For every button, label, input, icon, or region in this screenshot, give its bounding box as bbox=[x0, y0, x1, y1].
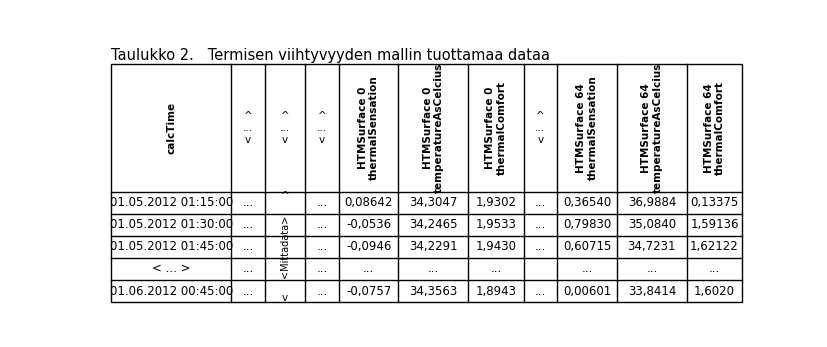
Text: ...: ... bbox=[316, 196, 327, 209]
Text: 0,00601: 0,00601 bbox=[562, 285, 610, 298]
Text: ...: ... bbox=[581, 262, 592, 276]
Text: ...: ... bbox=[242, 285, 253, 298]
Text: 0,60715: 0,60715 bbox=[562, 240, 610, 253]
Text: ...: ... bbox=[242, 218, 253, 231]
Text: ...: ... bbox=[708, 262, 719, 276]
Text: < ... >: < ... > bbox=[151, 262, 190, 276]
Text: 1,6020: 1,6020 bbox=[693, 285, 734, 298]
Text: 34,7231: 34,7231 bbox=[627, 240, 676, 253]
Text: HTMSurface 0
temperatureAsCelcius: HTMSurface 0 temperatureAsCelcius bbox=[422, 63, 443, 193]
Text: 1,59136: 1,59136 bbox=[690, 218, 738, 231]
Text: ...: ... bbox=[316, 262, 327, 276]
Text: -0,0946: -0,0946 bbox=[346, 240, 391, 253]
Text: 1,8943: 1,8943 bbox=[475, 285, 516, 298]
Text: ...: ... bbox=[242, 262, 253, 276]
Text: 01.05.2012 01:45:00: 01.05.2012 01:45:00 bbox=[109, 240, 232, 253]
Text: 0,13375: 0,13375 bbox=[690, 196, 738, 209]
Text: 0,36540: 0,36540 bbox=[562, 196, 610, 209]
Text: calcTime: calcTime bbox=[166, 102, 176, 154]
Text: 33,8414: 33,8414 bbox=[627, 285, 676, 298]
Text: 01.06.2012 00:45:00: 01.06.2012 00:45:00 bbox=[109, 285, 232, 298]
Text: ...: ... bbox=[534, 218, 545, 231]
Text: 35,0840: 35,0840 bbox=[627, 218, 675, 231]
Text: ...: ... bbox=[534, 196, 545, 209]
Text: Taulukko 2.   Termisen viihtyvyyden mallin tuottamaa dataa: Taulukko 2. Termisen viihtyvyyden mallin… bbox=[111, 48, 549, 63]
Text: 1,9533: 1,9533 bbox=[475, 218, 516, 231]
Text: 34,2291: 34,2291 bbox=[409, 240, 457, 253]
Text: -0,0757: -0,0757 bbox=[346, 285, 390, 298]
Text: HTMSurface 0
thermalSensation: HTMSurface 0 thermalSensation bbox=[357, 76, 379, 180]
Text: ...: ... bbox=[316, 285, 327, 298]
Text: ...: ... bbox=[242, 240, 253, 253]
Text: -0,0536: -0,0536 bbox=[346, 218, 390, 231]
Text: ...: ... bbox=[534, 285, 545, 298]
Text: <Mittadata>: <Mittadata> bbox=[280, 215, 289, 279]
Text: HTMSurface 64
thermalSensation: HTMSurface 64 thermalSensation bbox=[576, 76, 597, 180]
Text: ^
...
v: ^ ... v bbox=[280, 111, 289, 145]
Text: 0,79830: 0,79830 bbox=[562, 218, 610, 231]
Text: ^: ^ bbox=[280, 191, 289, 201]
Text: ...: ... bbox=[428, 262, 438, 276]
Text: 0,08642: 0,08642 bbox=[344, 196, 392, 209]
Text: 1,9430: 1,9430 bbox=[475, 240, 516, 253]
Text: ...: ... bbox=[534, 240, 545, 253]
Text: HTMSurface 64
thermalComfort: HTMSurface 64 thermalComfort bbox=[703, 81, 724, 175]
Text: 01.05.2012 01:15:00: 01.05.2012 01:15:00 bbox=[109, 196, 232, 209]
Text: 34,3047: 34,3047 bbox=[409, 196, 457, 209]
Text: ...: ... bbox=[316, 240, 327, 253]
Text: ...: ... bbox=[490, 262, 501, 276]
Text: 1,62122: 1,62122 bbox=[689, 240, 738, 253]
Text: 01.05.2012 01:30:00: 01.05.2012 01:30:00 bbox=[109, 218, 232, 231]
Text: 34,2465: 34,2465 bbox=[409, 218, 457, 231]
Text: ...: ... bbox=[316, 218, 327, 231]
Text: ^
...
v: ^ ... v bbox=[242, 111, 253, 145]
Text: ...: ... bbox=[242, 196, 253, 209]
Text: ...: ... bbox=[645, 262, 657, 276]
Text: ^
...
v: ^ ... v bbox=[317, 111, 327, 145]
Text: ...: ... bbox=[362, 262, 374, 276]
Text: HTMSurface 0
thermalComfort: HTMSurface 0 thermalComfort bbox=[485, 81, 506, 175]
Text: ^
...
v: ^ ... v bbox=[535, 111, 545, 145]
Text: 34,3563: 34,3563 bbox=[409, 285, 457, 298]
Text: v: v bbox=[281, 293, 288, 303]
Text: HTMSurface 64
temperatureAsCelcius: HTMSurface 64 temperatureAsCelcius bbox=[640, 63, 662, 193]
Text: 1,9302: 1,9302 bbox=[475, 196, 516, 209]
Text: 36,9884: 36,9884 bbox=[627, 196, 676, 209]
Bar bbox=[111, 64, 741, 302]
